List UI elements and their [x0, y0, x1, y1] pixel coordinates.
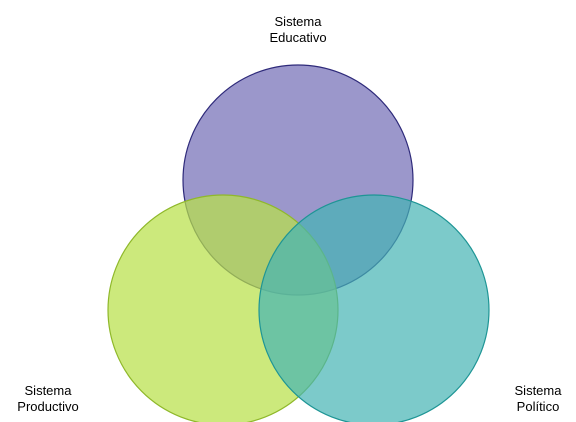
label-sistema-educativo-line-2: Educativo: [269, 30, 327, 45]
label-sistema-educativo-line-1: Sistema: [274, 14, 322, 29]
label-sistema-productivo-line-2: Productivo: [17, 399, 79, 414]
label-sistema-politico-line-2: Político: [516, 399, 560, 414]
label-sistema-productivo: Sistema Productivo: [0, 383, 96, 415]
label-sistema-politico-line-1: Sistema: [514, 383, 562, 398]
circle-sistema-politico: [258, 194, 490, 422]
label-sistema-educativo: Sistema Educativo: [238, 14, 358, 46]
label-sistema-productivo-line-1: Sistema: [24, 383, 72, 398]
label-sistema-politico: Sistema Político: [500, 383, 576, 415]
